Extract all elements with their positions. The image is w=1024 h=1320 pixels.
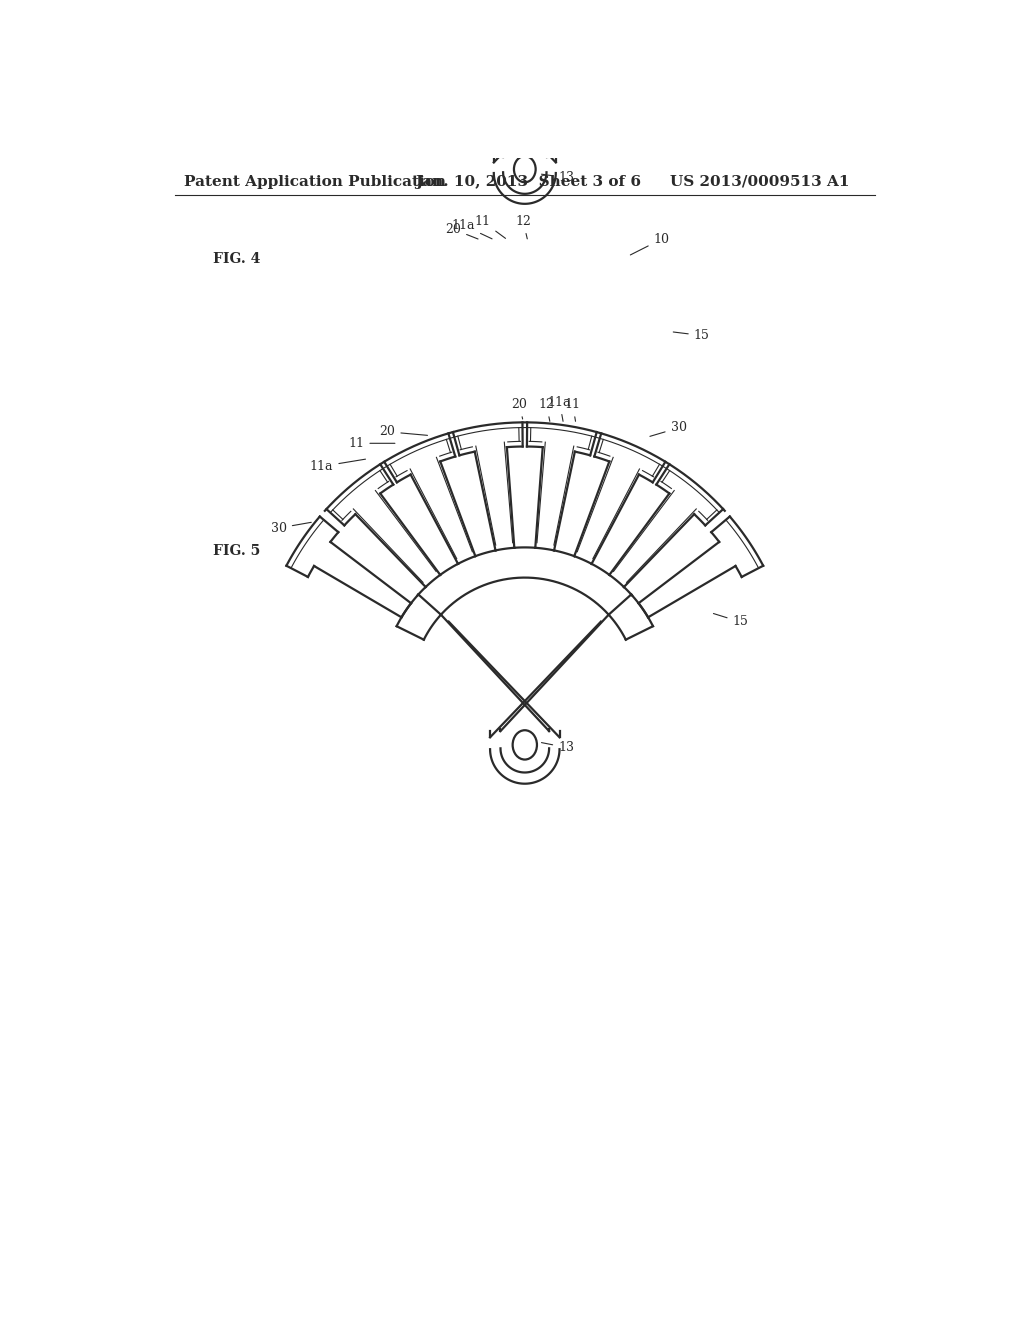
Text: 11a: 11a: [310, 459, 366, 473]
Text: 13: 13: [542, 741, 574, 754]
Text: 11: 11: [565, 399, 581, 421]
Text: 15: 15: [673, 329, 710, 342]
Text: Patent Application Publication: Patent Application Publication: [183, 174, 445, 189]
Text: 11: 11: [348, 437, 395, 450]
Text: 20: 20: [445, 223, 478, 239]
Text: 11: 11: [475, 215, 506, 239]
Text: Jan. 10, 2013  Sheet 3 of 6: Jan. 10, 2013 Sheet 3 of 6: [415, 174, 641, 189]
Text: FIG. 5: FIG. 5: [213, 544, 260, 558]
Text: 15: 15: [714, 614, 749, 628]
Text: 10: 10: [631, 232, 670, 255]
Text: 30: 30: [650, 421, 686, 437]
Text: 13: 13: [542, 172, 574, 185]
Text: 12: 12: [515, 215, 531, 239]
Text: 20: 20: [380, 425, 427, 438]
Text: FIG. 4: FIG. 4: [213, 252, 261, 265]
Text: 20: 20: [511, 399, 527, 418]
Text: 12: 12: [539, 399, 554, 421]
Text: 11a: 11a: [452, 219, 493, 239]
Text: 30: 30: [271, 521, 311, 535]
Text: US 2013/0009513 A1: US 2013/0009513 A1: [671, 174, 850, 189]
Text: 11a: 11a: [548, 396, 571, 421]
